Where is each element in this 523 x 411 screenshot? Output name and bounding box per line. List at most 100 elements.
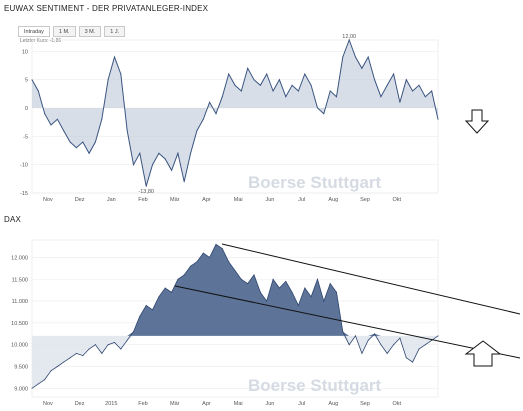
dax-data-point [82, 355, 84, 357]
dax-area-below-baseline [32, 335, 438, 389]
arrow-up-icon [464, 340, 502, 367]
dax-data-point [177, 278, 179, 280]
dax-data-point [329, 283, 331, 285]
sentiment-data-point [56, 118, 58, 120]
dax-data-point [69, 357, 71, 359]
sentiment-data-point [253, 79, 255, 81]
dax-data-point [158, 296, 160, 298]
sentiment-data-point [101, 118, 103, 120]
dax-data-point [304, 287, 306, 289]
tab-intraday[interactable]: Intraday [18, 26, 50, 37]
dax-data-point [209, 256, 211, 258]
dax-data-point [424, 344, 426, 346]
dax-x-tick-label: Jun [265, 401, 274, 407]
dax-data-point [75, 352, 77, 354]
sentiment-data-point [215, 113, 217, 115]
sentiment-data-point [247, 67, 249, 69]
dax-points [31, 243, 439, 389]
sentiment-data-point [266, 73, 268, 75]
sentiment-data-point [297, 90, 299, 92]
sentiment-x-tick-label: Okt [392, 197, 401, 203]
dax-data-point [114, 342, 115, 343]
dax-data-point [145, 304, 147, 306]
sentiment-y-ticks: 10 5 0 -5 -10 -15 [20, 49, 28, 197]
dax-x-tick-label: 2015 [105, 401, 117, 407]
sentiment-data-point [202, 118, 204, 120]
sentiment-data-point [424, 96, 426, 98]
sentiment-data-point [63, 130, 65, 132]
dax-data-point [31, 387, 33, 389]
sentiment-data-point [164, 158, 166, 160]
sentiment-x-tick-label: Mai [234, 197, 243, 203]
dax-data-point [393, 344, 395, 346]
sentiment-data-point [50, 124, 52, 126]
sentiment-x-tick-label: Jan [107, 197, 116, 203]
dax-chart-title: DAX [4, 215, 22, 224]
dax-x-tick-label: Feb [138, 401, 147, 407]
tab-1-year[interactable]: 1 J. [104, 26, 126, 37]
dax-x-tick-label: Okt [392, 401, 401, 407]
sentiment-data-point [367, 56, 369, 58]
sentiment-data-point [386, 84, 388, 86]
sentiment-x-ticks: Nov Dez Jan Feb Mär Apr Mai Jun Jul Aug Sep Okt [43, 197, 402, 203]
dax-data-point [336, 291, 337, 293]
sentiment-data-point [69, 141, 71, 143]
dax-data-point [297, 304, 299, 306]
dax-data-point [94, 344, 96, 346]
dax-upper-trendline [221, 243, 521, 315]
sentiment-data-point [310, 84, 312, 86]
dax-plot-frame [31, 239, 439, 398]
sentiment-data-point [412, 90, 414, 92]
sentiment-data-point [94, 141, 96, 143]
sentiment-data-point [114, 56, 115, 58]
dax-data-point [380, 344, 382, 346]
dax-data-point [266, 300, 268, 302]
dax-data-point [285, 280, 287, 282]
sentiment-data-point [285, 96, 287, 98]
sentiment-data-point [139, 152, 141, 154]
dax-data-point [253, 274, 255, 276]
dax-data-point [50, 370, 52, 372]
sentiment-x-tick-label: Jun [265, 197, 274, 203]
dax-y-tick-label: 11.500 [12, 277, 28, 283]
sentiment-y-tick-label: -5 [23, 134, 28, 140]
tab-1-month[interactable]: 1 M. [52, 26, 76, 37]
sentiment-data-point [342, 56, 344, 58]
dax-data-point [152, 309, 153, 311]
sentiment-data-point [437, 118, 439, 120]
sentiment-data-point [158, 152, 160, 154]
dax-data-point [196, 261, 198, 263]
dax-x-tick-label: Mai [234, 401, 243, 407]
dax-data-point [272, 278, 274, 280]
dax-x-tick-label: Jul [298, 401, 305, 407]
dax-data-point [418, 348, 420, 350]
sentiment-data-point [88, 152, 90, 154]
dax-data-point [240, 278, 242, 280]
dax-data-point [56, 366, 58, 367]
sentiment-data-point [291, 84, 293, 86]
sentiment-data-point [190, 152, 192, 154]
sentiment-y-tick-label: 0 [25, 106, 28, 112]
dax-x-tick-label: Apr [202, 401, 211, 407]
sentiment-x-tick-label: Jul [298, 197, 305, 203]
tab-3-months[interactable]: 3 M. [78, 26, 102, 37]
sentiment-annotations: 12,00 -13,80 [138, 34, 356, 195]
sentiment-data-point [348, 39, 350, 41]
sentiment-data-point [405, 79, 407, 81]
sentiment-data-point [323, 113, 325, 115]
sentiment-x-tick-label: Apr [202, 197, 211, 203]
dax-y-tick-label: 10.000 [11, 343, 28, 349]
dax-x-tick-label: Mär [170, 401, 180, 407]
dax-data-point [405, 357, 407, 359]
dax-data-point [139, 315, 141, 317]
sentiment-x-tick-label: Feb [138, 197, 147, 203]
dax-data-point [278, 287, 280, 289]
dax-data-point [63, 361, 65, 363]
dax-data-point [386, 352, 388, 354]
dax-y-tick-label: 9.500 [14, 364, 28, 370]
dax-data-point [291, 291, 293, 293]
dax-data-point [190, 265, 192, 267]
dax-data-point [183, 274, 185, 276]
sentiment-data-point [278, 79, 280, 81]
